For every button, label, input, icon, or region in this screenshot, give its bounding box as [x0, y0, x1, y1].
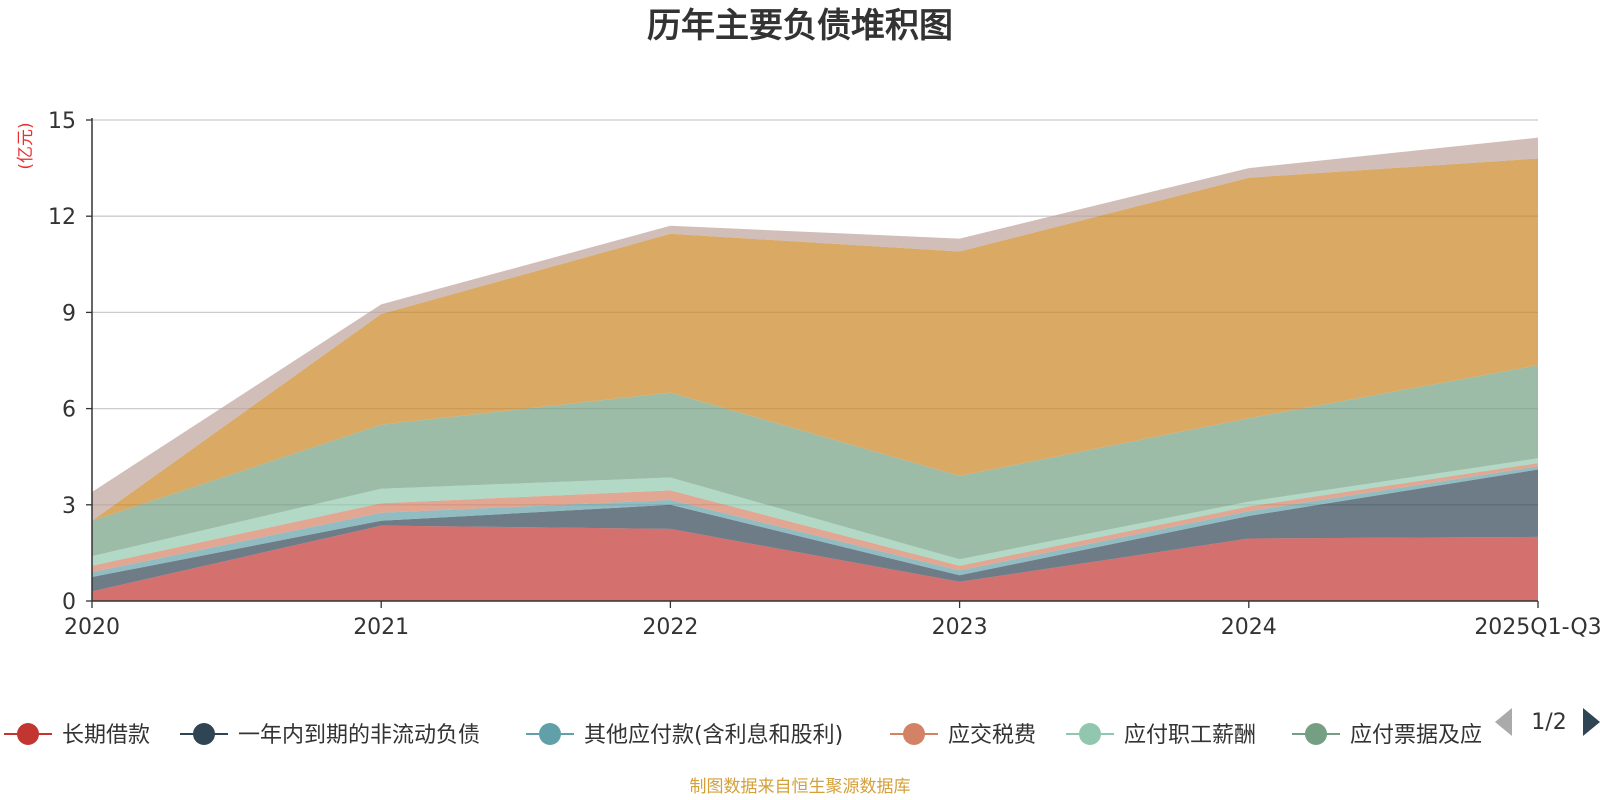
x-tick-label: 2022	[642, 615, 698, 640]
legend-label: 长期借款	[62, 723, 150, 748]
legend-circle-marker	[903, 723, 925, 745]
area-series-6	[92, 365, 1538, 560]
y-tick-label: 0	[62, 590, 76, 615]
area-series-7	[92, 158, 1538, 521]
legend-circle-marker	[193, 723, 215, 745]
legend-label: 应付职工薪酬	[1124, 723, 1256, 748]
legend-page-indicator: 1/2	[1531, 710, 1566, 735]
legend-label: 一年内到期的非流动负债	[238, 723, 480, 748]
legend-label: 应付票据及应	[1350, 723, 1482, 748]
y-tick-label: 9	[62, 301, 76, 326]
legend-item[interactable]: 一年内到期的非流动负债	[180, 723, 480, 748]
legend-label: 其他应付款(含利息和股利)	[584, 723, 843, 748]
axes: 0 3 6 9 12 15 2020 2021 2022 2023 2024 2025Q1-Q3	[48, 109, 1600, 640]
y-tick-label: 15	[48, 109, 76, 134]
legend-item[interactable]: 长期借款	[4, 723, 150, 748]
legend-item[interactable]: 其他应付款(含利息和股利)	[526, 723, 843, 748]
x-tick-label: 2023	[932, 615, 988, 640]
legend-circle-marker	[1305, 723, 1327, 745]
legend-pager[interactable]: 1/2	[1495, 708, 1600, 736]
legend-item[interactable]: 应付票据及应	[1292, 723, 1482, 748]
legend-circle-marker	[539, 723, 561, 745]
area-series-1	[92, 525, 1538, 601]
area-series-2	[92, 469, 1538, 592]
x-tick-label: 2021	[353, 615, 409, 640]
legend-next-page-icon[interactable]	[1583, 708, 1600, 736]
x-tick-label: 2025Q1-Q3	[1474, 615, 1600, 640]
legend-item[interactable]: 应交税费	[890, 723, 1036, 748]
x-tick-label: 2020	[64, 615, 120, 640]
legend-label: 应交税费	[948, 723, 1036, 748]
legend-prev-page-icon[interactable]	[1495, 708, 1512, 736]
y-tick-label: 12	[48, 205, 76, 230]
area-series	[92, 137, 1538, 601]
legend-circle-marker	[1079, 723, 1101, 745]
y-tick-label: 3	[62, 494, 76, 519]
data-source-note: 制图数据来自恒生聚源数据库	[690, 777, 911, 797]
y-tick-label: 6	[62, 398, 76, 423]
chart-title: 历年主要负债堆积图	[647, 6, 953, 46]
legend-item[interactable]: 应付职工薪酬	[1066, 723, 1256, 748]
x-tick-label: 2024	[1221, 615, 1277, 640]
legend-circle-marker	[17, 723, 39, 745]
legend[interactable]: 长期借款 一年内到期的非流动负债 其他应付款(含利息和股利) 应交税费 应付职工薪酬 应付…	[4, 723, 1482, 748]
y-axis-unit-label: (亿元)	[16, 122, 36, 169]
